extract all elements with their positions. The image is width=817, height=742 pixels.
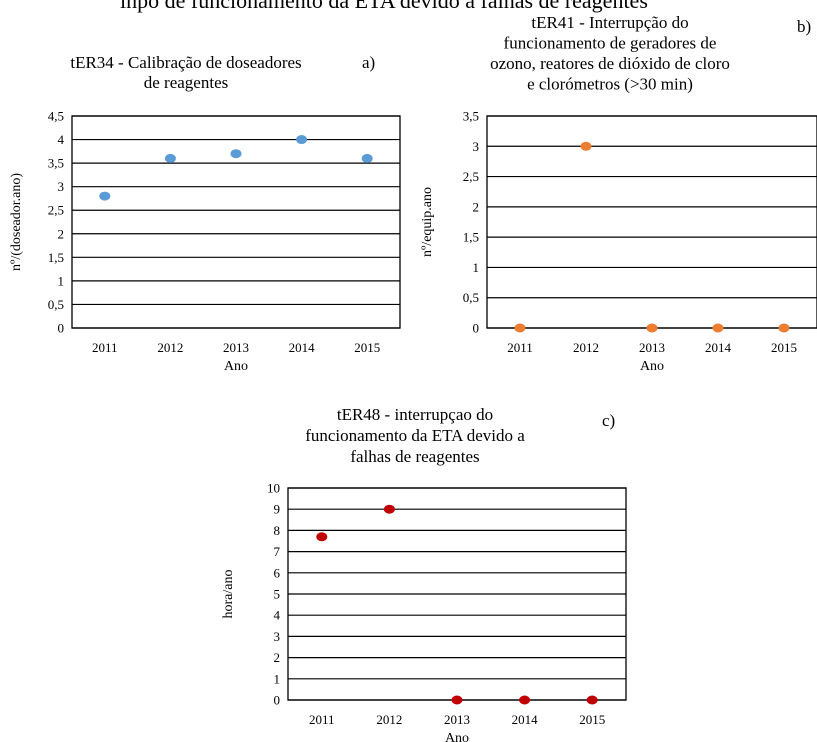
y-tick-label: 5 — [274, 587, 281, 602]
data-point — [586, 695, 598, 705]
chart-title-line: de reagentes — [144, 73, 228, 92]
x-tick-label: 2015 — [771, 340, 797, 355]
chart-b: tER41 - Interrupção do funcionamento de g… — [420, 13, 817, 374]
y-tick-label: 1 — [58, 273, 65, 288]
y-tick-label: 1 — [274, 671, 281, 686]
y-tick-label: 1,5 — [463, 230, 479, 245]
y-tick-label: 3 — [473, 139, 480, 154]
chart-title-line: tER48 - interrupçao do — [337, 405, 493, 424]
x-tick-label: 2013 — [223, 340, 249, 355]
chart-title-line: tER41 - Interrupção do — [531, 13, 688, 32]
data-point — [361, 153, 373, 163]
plot-area-frame — [71, 115, 401, 329]
data-point — [778, 323, 790, 333]
x-tick-label: 2011 — [309, 712, 335, 727]
panel-label: a) — [362, 53, 375, 72]
y-tick-label: 3,5 — [48, 156, 64, 171]
data-point — [99, 191, 111, 201]
data-point — [451, 695, 463, 705]
x-axis-label: Ano — [224, 359, 248, 374]
y-tick-label: 1,5 — [48, 250, 64, 265]
x-tick-label: 2012 — [573, 340, 599, 355]
x-tick-label: 2015 — [579, 712, 605, 727]
y-tick-label: 6 — [274, 565, 281, 580]
data-point — [230, 149, 242, 159]
panel-label: c) — [602, 411, 615, 430]
y-tick-label: 3 — [274, 629, 281, 644]
y-tick-label: 0 — [274, 693, 281, 708]
chart-title-line: ozono, reatores de dióxido de cloro — [490, 54, 730, 73]
data-point — [519, 695, 531, 705]
y-tick-label: 0,5 — [48, 297, 64, 312]
data-point — [580, 141, 592, 151]
x-tick-label: 2014 — [512, 712, 538, 727]
y-tick-label: 10 — [267, 481, 280, 496]
y-tick-label: 2 — [58, 226, 65, 241]
y-tick-label: 4 — [274, 608, 281, 623]
y-tick-label: 2 — [274, 650, 281, 665]
y-axis-label: nº/(doseador.ano) — [9, 173, 24, 271]
y-tick-label: 2 — [473, 199, 480, 214]
y-tick-label: 0,5 — [463, 290, 479, 305]
clipped-header-text: inpo de funcionamento da ETA devido a fa… — [0, 0, 817, 14]
chart-c: tER48 - interrupçao do funcionamento da E… — [221, 405, 627, 742]
data-point — [296, 135, 308, 145]
y-tick-label: 9 — [274, 502, 281, 517]
y-tick-label: 2,5 — [48, 203, 64, 218]
data-point — [712, 323, 724, 333]
y-axis-label: nº/equip.ano — [420, 187, 435, 257]
x-tick-label: 2014 — [705, 340, 732, 355]
data-point — [164, 153, 176, 163]
chart-title-line: falhas de reagentes — [350, 447, 479, 466]
panel-label: b) — [797, 17, 811, 36]
y-tick-label: 2,5 — [463, 169, 479, 184]
chart-title-line: funcionamento da ETA devido a — [305, 426, 525, 445]
x-tick-label: 2011 — [92, 340, 118, 355]
y-tick-label: 8 — [274, 523, 281, 538]
chart-title-line: tER34 - Calibração de doseadores — [70, 53, 301, 72]
data-point — [514, 323, 526, 333]
y-tick-label: 0 — [58, 321, 65, 336]
data-point — [316, 532, 328, 542]
chart-title-line: e clorómetros (>30 min) — [527, 75, 693, 94]
y-tick-label: 1 — [473, 260, 480, 275]
y-tick-label: 4,5 — [48, 109, 64, 124]
x-tick-label: 2015 — [354, 340, 380, 355]
x-tick-label: 2013 — [639, 340, 665, 355]
y-tick-label: 3,5 — [463, 109, 479, 124]
y-tick-label: 4 — [58, 132, 65, 147]
chart-title-line: funcionamento de geradores de — [504, 34, 717, 53]
x-axis-label: Ano — [445, 731, 469, 742]
x-tick-label: 2012 — [376, 712, 402, 727]
y-tick-label: 7 — [274, 544, 281, 559]
y-axis-label: hora/ano — [221, 570, 236, 619]
x-tick-label: 2014 — [289, 340, 316, 355]
clipped-header-label: inpo de funcionamento da ETA devido a fa… — [120, 0, 648, 13]
x-tick-label: 2013 — [444, 712, 470, 727]
x-tick-label: 2012 — [157, 340, 183, 355]
x-axis-label: Ano — [640, 359, 664, 374]
x-tick-label: 2011 — [507, 340, 533, 355]
data-point — [646, 323, 658, 333]
y-tick-label: 0 — [473, 321, 480, 336]
y-tick-label: 3 — [58, 179, 65, 194]
data-point — [383, 504, 395, 514]
plot-area-frame — [486, 115, 817, 329]
